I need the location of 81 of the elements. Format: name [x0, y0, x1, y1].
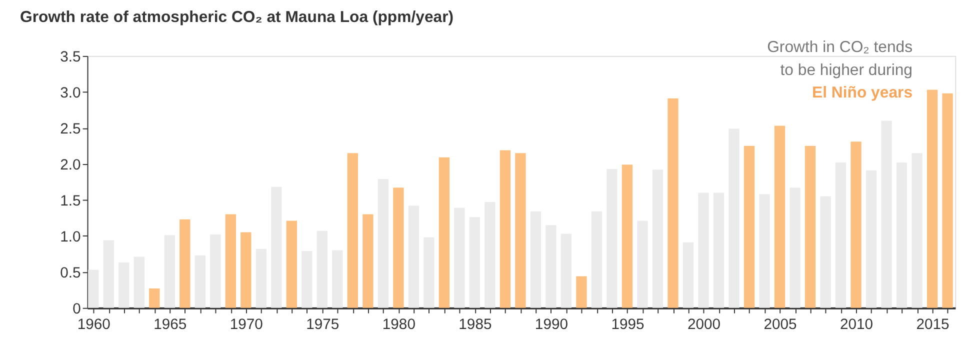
bar	[546, 225, 556, 308]
text: Growth in CO₂ tends	[767, 38, 913, 56]
bar	[912, 153, 922, 308]
bar	[194, 255, 206, 308]
bar	[728, 128, 740, 308]
y-tick-label: 3.0	[60, 85, 81, 102]
bar	[469, 217, 480, 308]
y-tick-label: 0	[72, 301, 81, 318]
bar	[347, 153, 358, 308]
bar	[302, 250, 312, 308]
bar	[332, 250, 343, 308]
bar	[286, 220, 298, 308]
x-tick-label: 2005	[764, 317, 797, 334]
bar	[744, 146, 755, 308]
bar	[515, 153, 526, 308]
bar	[500, 150, 511, 308]
bar	[118, 262, 130, 308]
y-tick-label: 0.5	[60, 265, 81, 282]
x-tick-label: 1970	[230, 317, 263, 334]
bar	[454, 208, 465, 308]
bar	[652, 170, 664, 308]
y-tick-label: 2.5	[60, 121, 81, 138]
bar	[393, 188, 404, 308]
y-tick-label: 1.5	[60, 193, 81, 210]
bar	[866, 170, 877, 308]
x-tick-label: 1960	[77, 317, 110, 334]
bar	[850, 142, 862, 308]
bar	[790, 188, 800, 308]
bar	[484, 202, 496, 308]
bar	[713, 192, 724, 308]
bar	[606, 168, 618, 308]
bar	[560, 234, 572, 308]
bar	[408, 206, 420, 308]
bar	[424, 237, 434, 308]
bar	[682, 242, 694, 308]
y-tick-label: 1.0	[60, 229, 81, 246]
bar	[164, 235, 175, 308]
x-tick-label: 1980	[382, 317, 416, 334]
bar	[835, 162, 846, 308]
bar	[759, 194, 770, 308]
bar	[530, 211, 542, 308]
bar	[820, 196, 831, 308]
x-tick-label: 1975	[306, 317, 340, 334]
annotation: El Niño years	[812, 84, 913, 102]
x-tick-label: 1985	[458, 317, 492, 334]
bar	[271, 186, 282, 308]
bar	[942, 93, 953, 308]
bar	[804, 146, 816, 308]
bar	[378, 179, 389, 308]
y-tick-label: 2.0	[60, 157, 81, 174]
bar	[225, 214, 236, 308]
bar	[103, 240, 114, 308]
bar	[134, 256, 144, 308]
bar	[180, 219, 190, 308]
bar	[774, 126, 786, 308]
bar	[698, 192, 709, 308]
chart-title: Growth rate of atmospheric CO₂ at Mauna Loa (ppm/year)	[20, 9, 454, 26]
bar	[668, 98, 678, 308]
bar	[896, 162, 908, 308]
bar	[88, 270, 99, 308]
x-tick-label: 1965	[154, 317, 187, 334]
x-tick-label: 2000	[687, 317, 721, 334]
bar	[576, 276, 587, 308]
bar	[362, 214, 374, 308]
bar	[240, 232, 252, 308]
y-tick-label: 3.5	[60, 49, 81, 66]
bar	[881, 120, 892, 308]
bar	[149, 288, 160, 308]
bar	[637, 220, 648, 308]
bar	[256, 248, 267, 308]
x-tick-label: 1995	[611, 317, 644, 334]
x-tick-label: 1990	[534, 317, 568, 334]
x-tick-label: 2015	[916, 317, 950, 334]
bar	[591, 211, 602, 308]
bar	[210, 234, 221, 308]
bar	[438, 157, 450, 308]
bar	[316, 230, 328, 308]
x-tick-label: 2010	[840, 317, 874, 334]
bar	[926, 90, 938, 308]
annotation: to be higher during	[780, 62, 913, 79]
bar	[622, 164, 633, 308]
